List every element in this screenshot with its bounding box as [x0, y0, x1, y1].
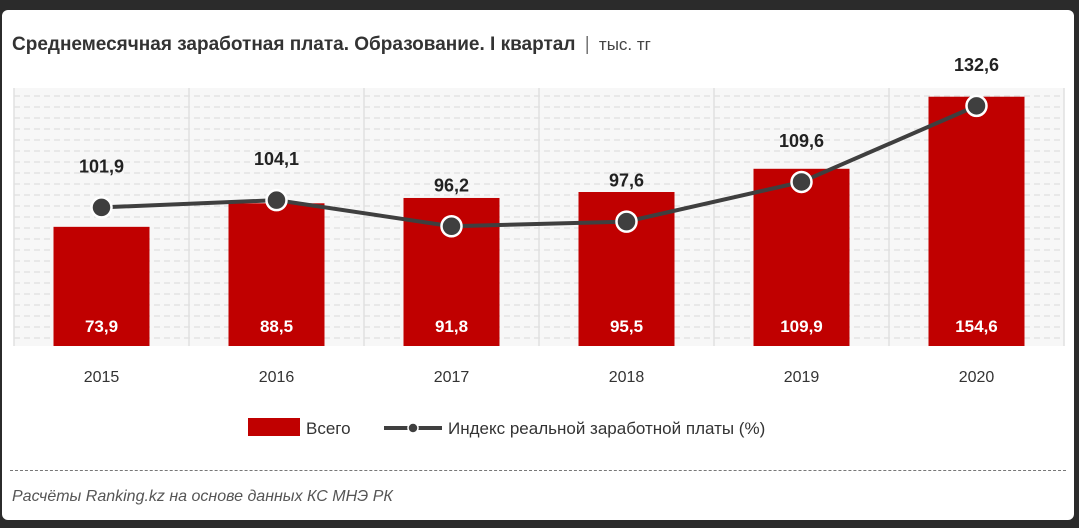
index-value-label: 104,1	[254, 149, 299, 169]
title-unit: тыс. тг	[598, 35, 651, 54]
chart-card: Среднемесячная заработная плата. Образов…	[2, 10, 1074, 520]
x-tick-label: 2019	[784, 369, 820, 386]
bar	[228, 203, 325, 346]
index-line	[101, 104, 978, 229]
legend-line-label: Индекс реальной заработной платы (%)	[448, 419, 765, 438]
chart-title: Среднемесячная заработная плата. Образов…	[12, 34, 651, 56]
bar-value-label: 154,6	[955, 317, 998, 336]
legend-line-marker	[407, 422, 419, 434]
title-text: Среднемесячная заработная плата. Образов…	[12, 34, 576, 55]
title-separator: |	[584, 34, 590, 55]
bar-value-label: 88,5	[260, 317, 293, 336]
legend-bar-label: Всего	[306, 419, 351, 438]
index-value-label: 132,6	[954, 55, 999, 75]
x-tick-label: 2016	[259, 369, 295, 386]
index-value-label: 96,2	[434, 175, 469, 195]
footer-divider	[10, 470, 1066, 471]
bar-value-label: 95,5	[610, 317, 643, 336]
index-marker	[440, 215, 463, 238]
index-value-label: 109,6	[779, 131, 824, 151]
bar-value-label: 73,9	[85, 317, 118, 336]
x-tick-label: 2017	[434, 369, 470, 386]
index-value-label: 101,9	[79, 156, 124, 176]
x-tick-label: 2015	[84, 369, 120, 386]
x-tick-label: 2020	[959, 369, 995, 386]
index-marker	[790, 170, 813, 194]
legend-bar-swatch	[248, 418, 300, 436]
index-marker	[615, 210, 638, 233]
bar-value-label: 109,9	[780, 317, 823, 336]
x-tick-label: 2018	[609, 369, 645, 386]
bar	[53, 226, 150, 346]
index-marker	[965, 94, 988, 118]
chart-svg: 73,9 88,5 91,8 95,5 109,9 154,6 101,9 104,1 96,2…	[13, 55, 1065, 438]
index-marker	[265, 188, 288, 212]
index-value-label: 97,6	[609, 171, 644, 191]
index-marker	[90, 196, 113, 219]
bar-value-label: 91,8	[435, 317, 468, 336]
bar	[753, 168, 850, 346]
source-note: Расчёты Ranking.kz на основе данных КС М…	[12, 488, 393, 505]
bar	[928, 96, 1025, 347]
